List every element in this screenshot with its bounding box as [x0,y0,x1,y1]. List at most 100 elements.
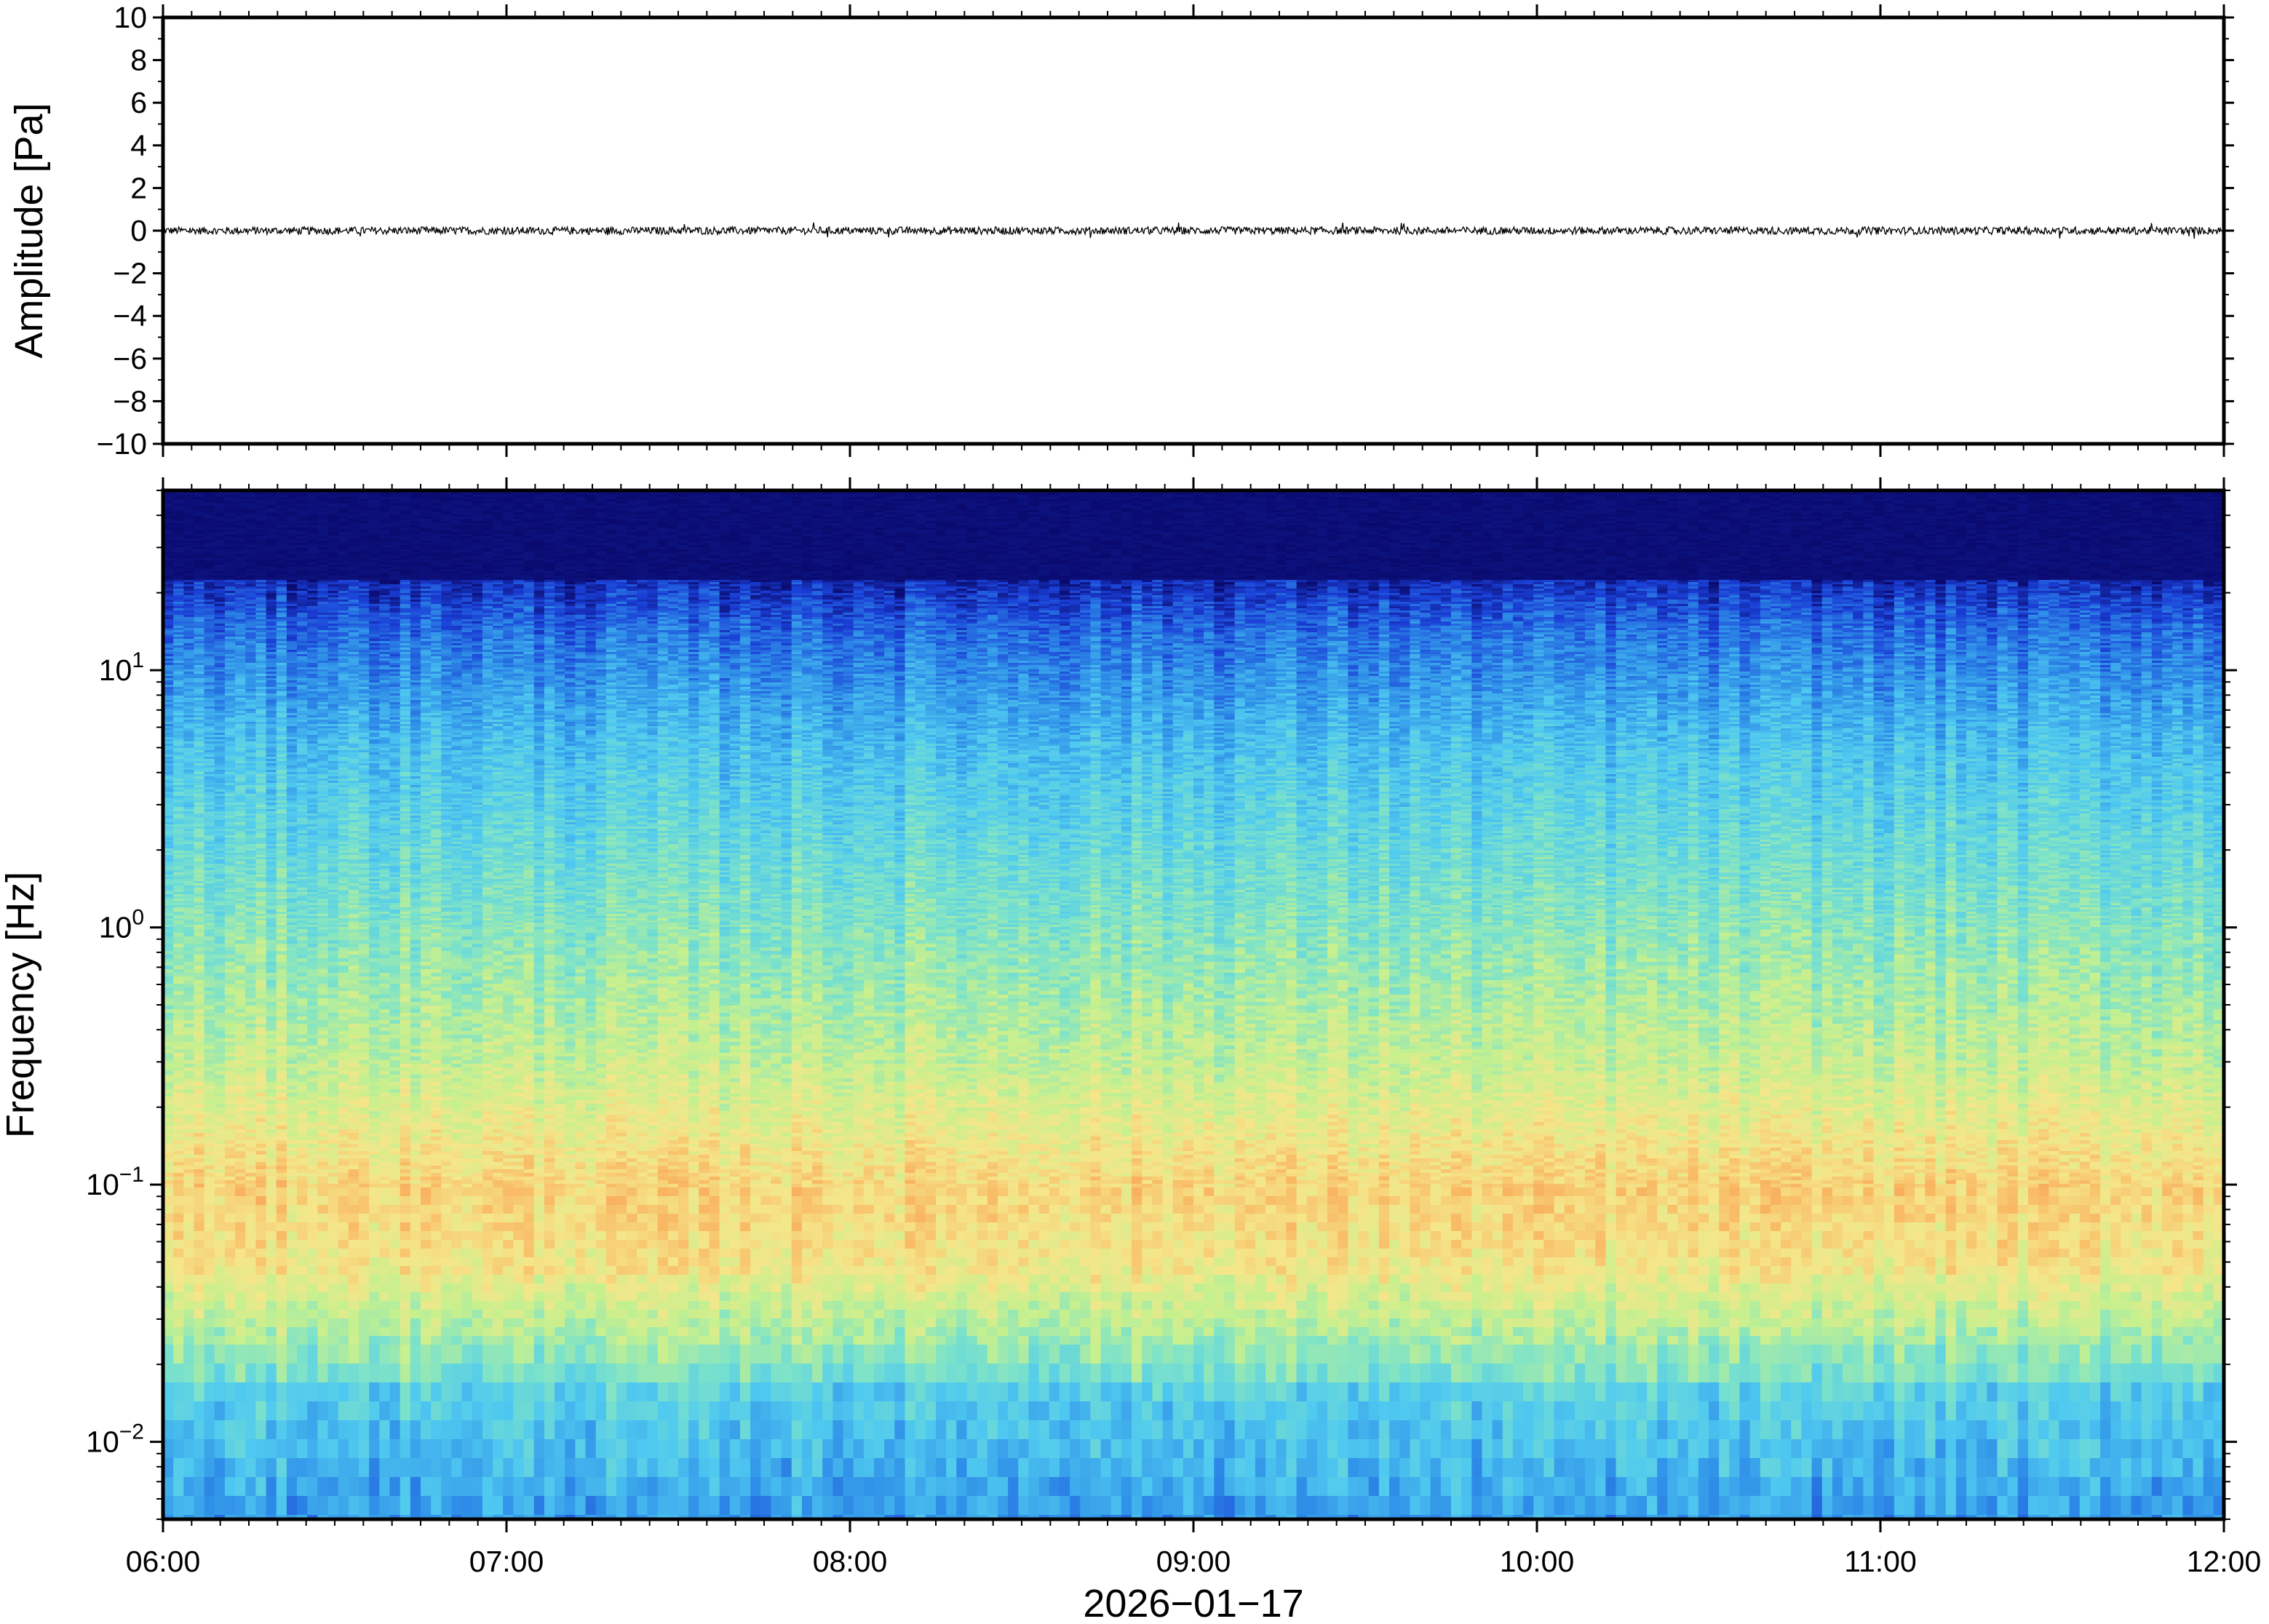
spectrogram-cell [183,947,194,952]
spectrogram-cell [225,1345,236,1364]
spectrogram-cell [183,888,194,891]
spectrogram-cell [225,567,236,570]
spectrogram-cell [215,1477,226,1497]
spectrogram-cell [225,674,236,677]
spectrogram-cell [215,1009,226,1014]
spectrogram-cell [183,1107,194,1112]
spectrogram-cell [204,661,215,664]
spectrogram-cell [204,759,215,762]
spectrogram-cell [183,1292,194,1302]
spectrogram-cell [194,589,204,592]
spectrogram-cell [194,1137,204,1141]
spectrogram-cell [183,905,194,908]
spectrogram-cell [183,1151,194,1155]
spectrogram-cell [204,890,215,893]
spectrogram-cell [225,914,236,917]
spectrogram-cell [215,691,226,694]
spectrogram-cell [225,619,236,622]
spectrogram-cell [194,1082,204,1086]
spectrogram-cell [235,630,246,633]
spectrogram-cell [225,724,236,727]
spectrogram-cell [235,543,246,546]
spectrogram-cell [225,702,236,705]
spectrogram-cell [194,905,204,908]
spectrogram-cell [194,1292,204,1302]
spectrogram-cell [215,661,226,664]
spectrogram-cell [215,532,226,535]
spectrogram-cell [235,685,246,688]
spectrogram-cell [215,833,226,836]
spectrogram-cell [183,768,194,771]
spectrogram-cell [235,628,246,631]
spectrogram-cell [183,896,194,899]
spectrogram-cell [173,890,184,893]
spectrogram-cell [183,508,194,511]
spectrogram-cell [194,1214,204,1223]
spectrogram-cell [225,521,236,524]
spectrogram-cell [215,962,226,966]
spectrogram-cell [215,883,226,886]
spectrogram-cell [194,1169,204,1174]
spectrogram-cell [194,1027,204,1032]
spectrogram-cell [194,1118,204,1123]
spectrogram-cell [194,501,204,504]
spectrogram-cell [235,589,246,592]
spectrogram-cell [215,868,226,871]
spectrogram-cell [225,973,236,977]
spectrogram-cell [194,875,204,877]
spectrogram-cell [215,755,226,757]
spectrogram-cell [194,547,204,550]
spectrogram-cell [204,1056,215,1061]
spectrogram-cell [194,519,204,522]
spectrogram-cell [173,648,184,650]
spectrogram-cell [225,733,236,736]
spectrogram-cell [204,1118,215,1123]
waveform-y-tick-label: −4 [113,299,147,333]
spectrogram-cell [194,1439,204,1459]
spectrogram-cell [183,532,194,535]
spectrogram-cell [194,929,204,934]
spectrogram-cell [235,711,246,714]
spectrogram-cell [183,525,194,528]
spectrogram-cell [235,879,246,882]
spectrogram-cell [183,731,194,733]
spectrogram-cell [204,813,215,816]
spectrogram-cell [204,1275,215,1284]
spectrogram-cell [215,621,226,624]
spectrogram-cell [194,1180,204,1185]
spectrogram-cell [183,610,194,613]
spectrogram-cell [225,669,236,672]
spectrogram-cell [194,1257,204,1267]
spectrogram-cell [183,936,194,941]
spectrogram-cell [204,1327,215,1337]
spectrogram-cell [215,813,226,816]
spectrogram-cell [173,1009,184,1014]
spectrogram-cell [194,1184,204,1188]
spectrogram-cell [225,600,236,602]
spectrogram-cell [194,689,204,692]
spectrogram-cell [183,864,194,867]
spectrogram-cell [194,861,204,864]
spectrogram-cell [204,916,215,919]
spectrogram-cell [235,669,246,672]
spectrogram-cell [215,918,226,921]
spectrogram-cell [215,538,226,541]
spectrogram-cell [173,573,184,576]
spectrogram-cell [215,925,226,928]
spectrogram-cell [215,687,226,690]
spectrogram-cell [215,711,226,714]
spectrogram-cell [194,896,204,899]
spectrogram-cell [194,1266,204,1275]
spectrogram-cell [173,944,184,948]
spectrogram-cell [235,720,246,723]
spectrogram-cell [235,584,246,587]
spectrogram-cell [183,807,194,810]
spectrogram-cell [194,602,204,605]
spectrogram-cell [225,890,236,893]
spectrogram-cell [173,1162,184,1166]
spectrogram-cell [183,1173,194,1177]
spectrogram-cell [235,578,246,581]
spectrogram-cell [215,562,226,565]
spectrogram-cell [225,848,236,851]
spectrogram-cell [215,1249,226,1258]
